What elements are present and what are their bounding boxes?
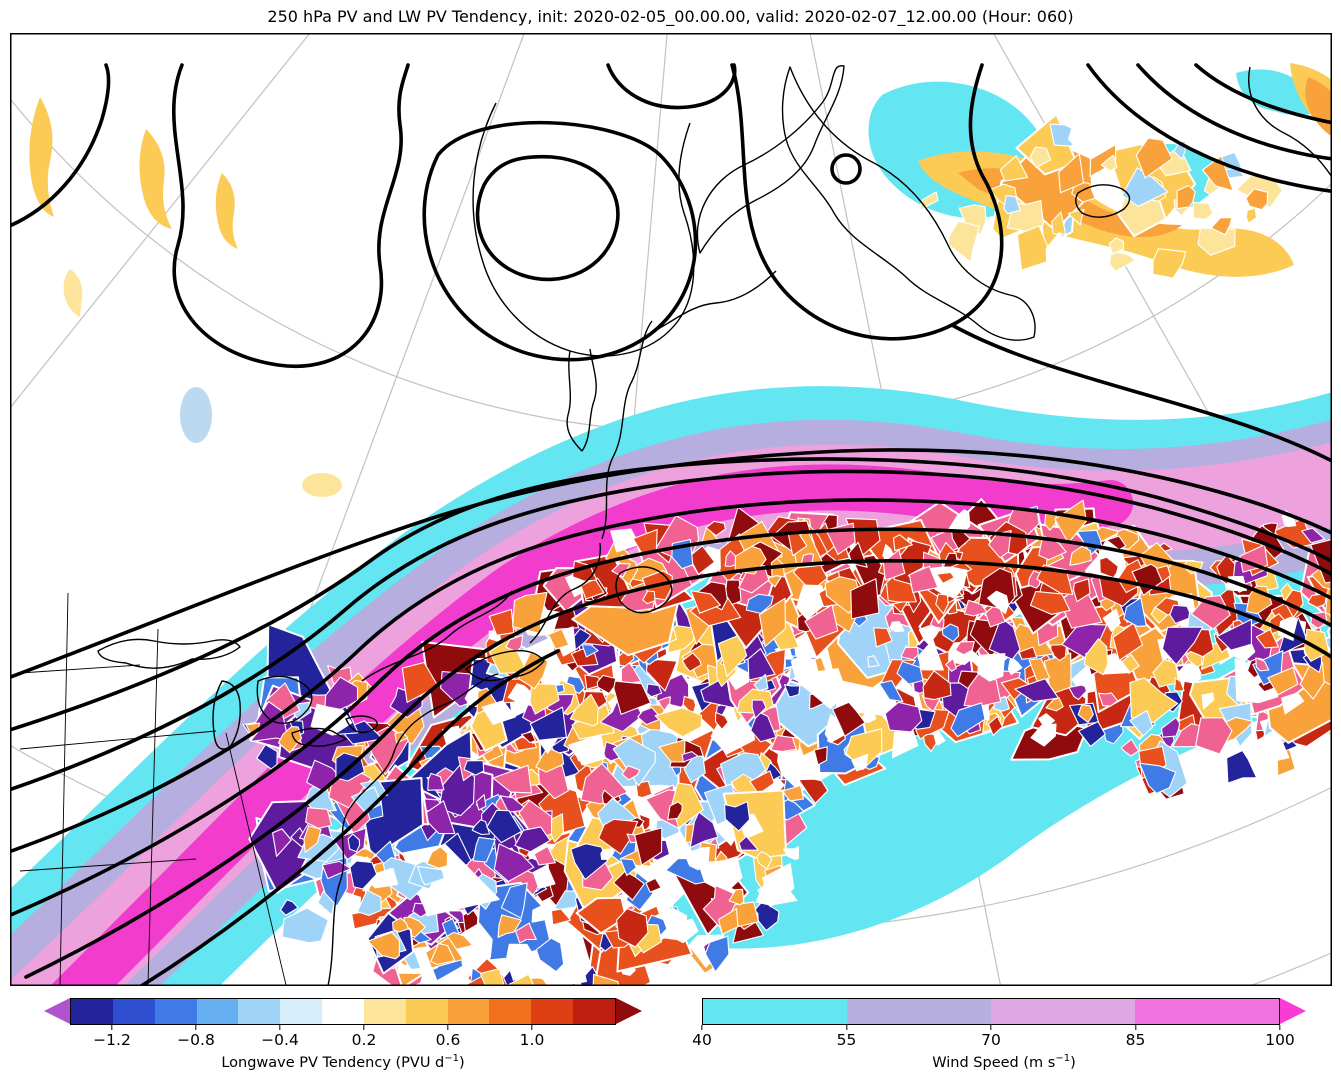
colorbar-bar xyxy=(44,998,642,1025)
tick-mark xyxy=(195,1025,197,1030)
tick-label: 55 xyxy=(836,1031,857,1049)
label-sup: −1 xyxy=(1055,1053,1071,1064)
tick-mark xyxy=(363,1025,365,1030)
colorbar-pv-tendency: −1.2 −0.8 −0.4 0.2 0.6 1.0 Longwave PV Tenden… xyxy=(44,998,642,1071)
label-text: ) xyxy=(459,1054,465,1071)
colorbar-segments xyxy=(70,998,616,1025)
colorbar-label: Longwave PV Tendency (PVU d−1) xyxy=(44,1053,642,1071)
tick-label: 85 xyxy=(1125,1031,1146,1049)
tick-mark xyxy=(447,1025,449,1030)
map-border xyxy=(10,33,1332,986)
colorbar-segment xyxy=(573,999,615,1024)
tick-label: 1.0 xyxy=(519,1031,545,1049)
colorbar-segment xyxy=(489,999,532,1024)
colorbar-label: Wind Speed (m s−1) xyxy=(702,1053,1306,1071)
colorbar-segment xyxy=(991,999,1135,1024)
figure-title: 250 hPa PV and LW PV Tendency, init: 202… xyxy=(267,7,1074,26)
tick-label: −0.8 xyxy=(177,1031,215,1049)
colorbar-segment xyxy=(531,999,574,1024)
colorbar-segment xyxy=(1135,999,1279,1024)
tick-label: 40 xyxy=(692,1031,712,1049)
tick-mark xyxy=(531,1025,533,1030)
colorbar-segment xyxy=(238,999,281,1024)
tick-label: −1.2 xyxy=(93,1031,131,1049)
coastlines xyxy=(19,65,1332,986)
label-text: ) xyxy=(1070,1054,1076,1071)
tick-mark xyxy=(1279,1025,1281,1030)
tick-mark xyxy=(990,1025,992,1030)
colorbar-over-arrow xyxy=(1280,998,1306,1024)
tick-label: −0.4 xyxy=(261,1031,299,1049)
tick-mark xyxy=(279,1025,281,1030)
colorbar-ticks: 40 55 70 85 100 xyxy=(692,1025,1295,1052)
tick-label: 0.2 xyxy=(351,1031,377,1049)
colorbar-segment xyxy=(196,999,239,1024)
colorbar-ticks: −1.2 −0.8 −0.4 0.2 0.6 1.0 xyxy=(70,1025,616,1052)
colorbar-segments xyxy=(702,998,1280,1025)
colorbar-segment xyxy=(154,999,197,1024)
colorbar-segment xyxy=(322,999,364,1024)
tick-label: 70 xyxy=(981,1031,1001,1049)
tick-mark xyxy=(111,1025,113,1030)
map-panel xyxy=(10,33,1332,986)
colorbar-segment xyxy=(847,999,991,1024)
colorbar-segment xyxy=(703,999,847,1024)
pv-contours xyxy=(10,63,1332,986)
tick-mark xyxy=(1134,1025,1137,1030)
colorbar-segment xyxy=(405,999,448,1024)
tick-mark xyxy=(845,1025,848,1030)
colorbar-segment xyxy=(363,999,406,1024)
colorbar-bar xyxy=(702,998,1306,1025)
colorbar-segment xyxy=(71,999,113,1024)
tick-label: 100 xyxy=(1265,1031,1295,1049)
colorbar-segment xyxy=(112,999,155,1024)
colorbar-segment xyxy=(447,999,490,1024)
tick-mark xyxy=(701,1025,703,1030)
colorbar-under-arrow xyxy=(44,998,70,1024)
colorbar-wind-speed: 40 55 70 85 100 Wind Speed (m s−1) xyxy=(692,998,1306,1071)
colorbar-over-arrow xyxy=(616,998,642,1024)
label-sup: −1 xyxy=(444,1053,460,1064)
tick-label: 0.6 xyxy=(435,1031,461,1049)
map-svg xyxy=(10,33,1332,986)
colorbar-segment xyxy=(280,999,323,1024)
label-text: Longwave PV Tendency (PVU d xyxy=(221,1054,445,1071)
label-text: Wind Speed (m s xyxy=(932,1054,1056,1071)
